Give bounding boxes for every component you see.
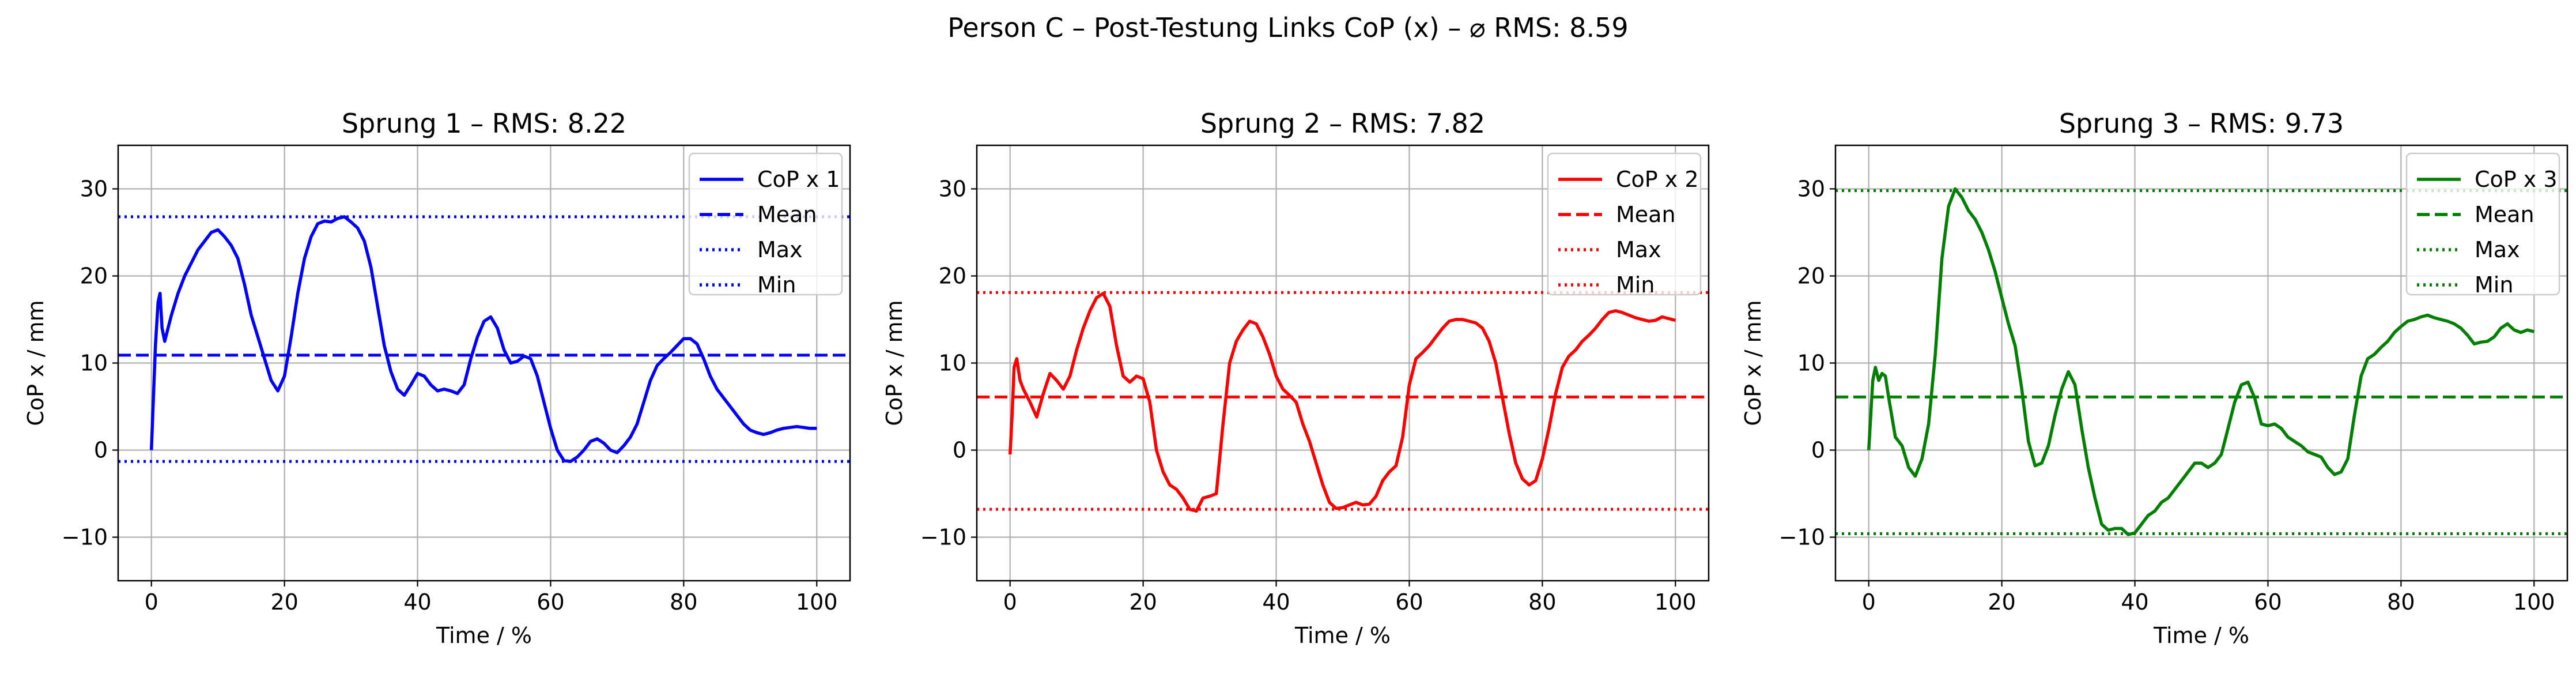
x-axis-label: Time / % xyxy=(2153,623,2249,648)
legend-label: Mean xyxy=(757,202,817,227)
x-tick-label: 100 xyxy=(2513,589,2555,615)
y-tick-label: 30 xyxy=(1797,176,1825,202)
figure-suptitle: Person C – Post-Testung Links CoP (x) – … xyxy=(947,12,1628,43)
x-tick-label: 60 xyxy=(1395,589,1423,615)
legend-label: Max xyxy=(757,237,803,262)
legend-label: Mean xyxy=(2475,202,2535,227)
x-tick-label: 20 xyxy=(1988,589,2015,615)
x-axis-label: Time / % xyxy=(1294,623,1391,648)
y-tick-label: 0 xyxy=(94,438,108,463)
x-tick-label: 80 xyxy=(2387,589,2415,615)
y-tick-label: 30 xyxy=(80,176,108,202)
y-tick-label: 20 xyxy=(939,264,966,289)
x-tick-label: 0 xyxy=(1862,589,1876,615)
x-ticks: 0 20 40 60 80 100 xyxy=(1862,581,2555,615)
y-tick-label: 20 xyxy=(1797,264,1825,289)
series-cop-line xyxy=(149,215,817,463)
y-axis-label: CoP x / mm xyxy=(23,300,48,426)
legend: CoP x 3 Mean Max Min xyxy=(2405,152,2560,298)
y-tick-label: 10 xyxy=(80,351,108,376)
legend-label: Min xyxy=(2475,272,2513,298)
y-ticks: −10 0 10 20 30 xyxy=(62,176,118,550)
chart-panel-3: 0 20 40 60 80 100 −10 0 10 20 30 Sprung 3 – RMS: 9.… xyxy=(1740,108,2569,648)
y-tick-label: 30 xyxy=(939,176,966,202)
legend-label: CoP x 3 xyxy=(2475,167,2558,192)
y-ticks: −10 0 10 20 30 xyxy=(1779,176,1835,550)
x-ticks: 0 20 40 60 80 100 xyxy=(145,581,838,615)
chart-panel-2: 0 20 40 60 80 100 −10 0 10 20 30 Sprung 2 – RMS: 7.… xyxy=(882,108,1710,648)
x-tick-label: 40 xyxy=(1262,589,1290,615)
y-tick-label: 0 xyxy=(953,438,966,463)
y-tick-label: 20 xyxy=(80,264,108,289)
x-tick-label: 20 xyxy=(270,589,298,615)
legend: CoP x 2 Mean Max Min xyxy=(1547,152,1702,298)
legend-label: CoP x 2 xyxy=(1616,167,1699,192)
x-tick-label: 100 xyxy=(1655,589,1697,615)
series-cop-line xyxy=(1008,291,1676,513)
legend-label: Min xyxy=(1616,272,1655,298)
legend-box xyxy=(1547,152,1702,296)
y-tick-label: 10 xyxy=(939,351,966,376)
x-tick-label: 80 xyxy=(1528,589,1556,615)
x-tick-label: 20 xyxy=(1129,589,1157,615)
y-ticks: −10 0 10 20 30 xyxy=(920,176,977,550)
legend-box xyxy=(688,152,843,296)
x-tick-label: 0 xyxy=(145,589,158,615)
x-tick-label: 60 xyxy=(2254,589,2282,615)
chart-title: Sprung 3 – RMS: 9.73 xyxy=(2059,108,2344,139)
legend-label: Max xyxy=(1616,237,1661,262)
y-tick-label: 0 xyxy=(1811,438,1825,463)
legend-label: Mean xyxy=(1616,202,1676,227)
x-ticks: 0 20 40 60 80 100 xyxy=(1003,581,1697,615)
legend-label: Max xyxy=(2475,237,2520,262)
y-tick-label: −10 xyxy=(1779,525,1825,550)
y-tick-label: −10 xyxy=(920,525,966,550)
x-tick-label: 0 xyxy=(1003,589,1017,615)
chart-title: Sprung 1 – RMS: 8.22 xyxy=(342,108,626,139)
y-axis-label: CoP x / mm xyxy=(882,300,907,426)
legend-label: Min xyxy=(757,272,796,298)
y-axis-label: CoP x / mm xyxy=(1740,300,1766,426)
x-tick-label: 100 xyxy=(796,589,838,615)
y-tick-label: 10 xyxy=(1797,351,1825,376)
legend: CoP x 1 Mean Max Min xyxy=(688,152,843,298)
legend-box xyxy=(2405,152,2560,296)
x-tick-label: 60 xyxy=(537,589,564,615)
x-axis-label: Time / % xyxy=(436,623,532,648)
x-tick-label: 40 xyxy=(2121,589,2148,615)
chart-panel-1: 0 20 40 60 80 100 −10 0 10 20 30 Sprung 1 – RMS: 8.… xyxy=(23,108,851,648)
x-tick-label: 40 xyxy=(403,589,431,615)
y-tick-label: −10 xyxy=(62,525,108,550)
legend-label: CoP x 1 xyxy=(757,167,840,192)
x-tick-label: 80 xyxy=(670,589,697,615)
series-cop-line xyxy=(1867,187,2535,536)
chart-title: Sprung 2 – RMS: 7.82 xyxy=(1200,108,1485,139)
